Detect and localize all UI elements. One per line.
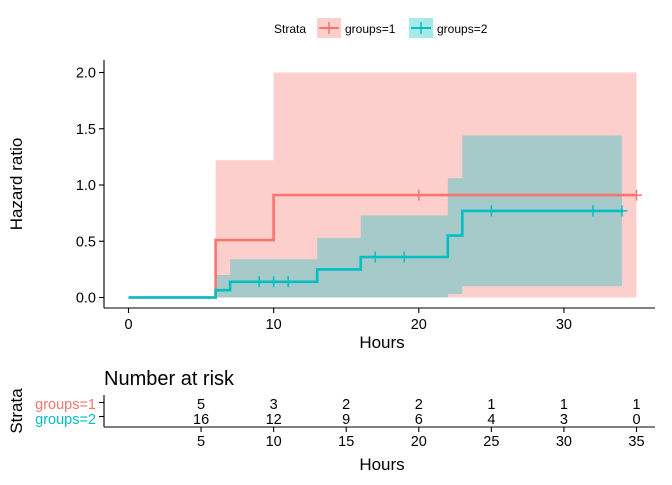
censor-mark-groups-1-0 — [413, 189, 425, 201]
step-line-groups-2 — [128, 209, 622, 299]
risk-x-tick-label: 35 — [628, 434, 644, 450]
risk-cell-groups-1-5: 5 — [197, 397, 205, 413]
x-tick-label: 0 — [124, 317, 132, 333]
risk-cell-groups-2-30: 3 — [560, 412, 568, 428]
censor-mark-groups-2-1 — [268, 276, 280, 288]
risk-y-axis-title: Strata — [7, 388, 26, 434]
risk-x-tick-label: 15 — [338, 434, 354, 450]
risk-x-axis-title: Hours — [359, 455, 404, 474]
risk-cell-groups-2-35: 0 — [632, 412, 640, 428]
risk-cell-groups-1-35: 1 — [632, 397, 640, 413]
censor-mark-groups-2-3 — [369, 251, 381, 263]
risk-cell-groups-1-30: 1 — [560, 397, 568, 413]
risk-x-tick-label: 30 — [556, 434, 572, 450]
risk-cell-groups-2-20: 6 — [415, 412, 423, 428]
x-axis-title: Hours — [359, 333, 404, 352]
censor-mark-groups-2-7 — [616, 205, 628, 217]
risk-table-title: Number at risk — [104, 368, 235, 390]
x-tick-label: 10 — [266, 317, 282, 333]
censor-mark-groups-2-2 — [282, 276, 294, 288]
ci-band-groups-1 — [215, 72, 637, 298]
risk-cell-groups-1-20: 2 — [415, 397, 423, 413]
risk-x-tick-label: 20 — [411, 434, 427, 450]
y-tick-label: 1.0 — [76, 178, 96, 194]
risk-row-label-groups-2: groups=2 — [35, 412, 96, 428]
legend-label-groups-1: groups=1 — [345, 22, 396, 36]
risk-row-label-groups-1: groups=1 — [35, 397, 96, 413]
legend-title: Strata — [274, 22, 306, 36]
risk-table: Number at risk groups=1 5 3 2 2 1 1 1 groups=2 16 1… — [7, 368, 655, 474]
censor-mark-groups-2-5 — [485, 205, 497, 217]
risk-cell-groups-1-25: 1 — [487, 397, 495, 413]
y-tick-label: 1.5 — [76, 122, 96, 138]
censor-mark-groups-2-4 — [398, 251, 410, 263]
risk-cell-groups-2-5: 16 — [193, 412, 209, 428]
hazard-plot: 0.0 0.5 1.0 1.5 2.0 0 10 20 30 Hours Hazard ratio — [7, 60, 655, 352]
risk-cell-groups-2-10: 12 — [266, 412, 282, 428]
y-axis-title: Hazard ratio — [7, 138, 26, 231]
risk-cell-groups-1-10: 3 — [270, 397, 278, 413]
x-tick-label: 30 — [556, 317, 572, 333]
legend: Strata groups=1 groups=2 — [274, 18, 488, 38]
y-tick-label: 2.0 — [76, 66, 96, 82]
risk-cell-groups-2-25: 4 — [487, 412, 495, 428]
legend-label-groups-2: groups=2 — [437, 22, 488, 36]
risk-x-tick-label: 5 — [197, 434, 205, 450]
risk-cell-groups-2-15: 9 — [342, 412, 350, 428]
risk-x-tick-label: 25 — [483, 434, 499, 450]
ci-band-groups-2 — [215, 135, 622, 298]
risk-x-tick-label: 10 — [266, 434, 282, 450]
y-tick-label: 0.5 — [76, 234, 96, 250]
y-tick-label: 0.0 — [76, 291, 96, 307]
censor-mark-groups-2-0 — [253, 276, 265, 288]
censor-mark-groups-2-6 — [587, 205, 599, 217]
x-tick-label: 20 — [411, 317, 427, 333]
censor-mark-groups-1-1 — [631, 189, 642, 201]
risk-cell-groups-1-15: 2 — [342, 397, 350, 413]
